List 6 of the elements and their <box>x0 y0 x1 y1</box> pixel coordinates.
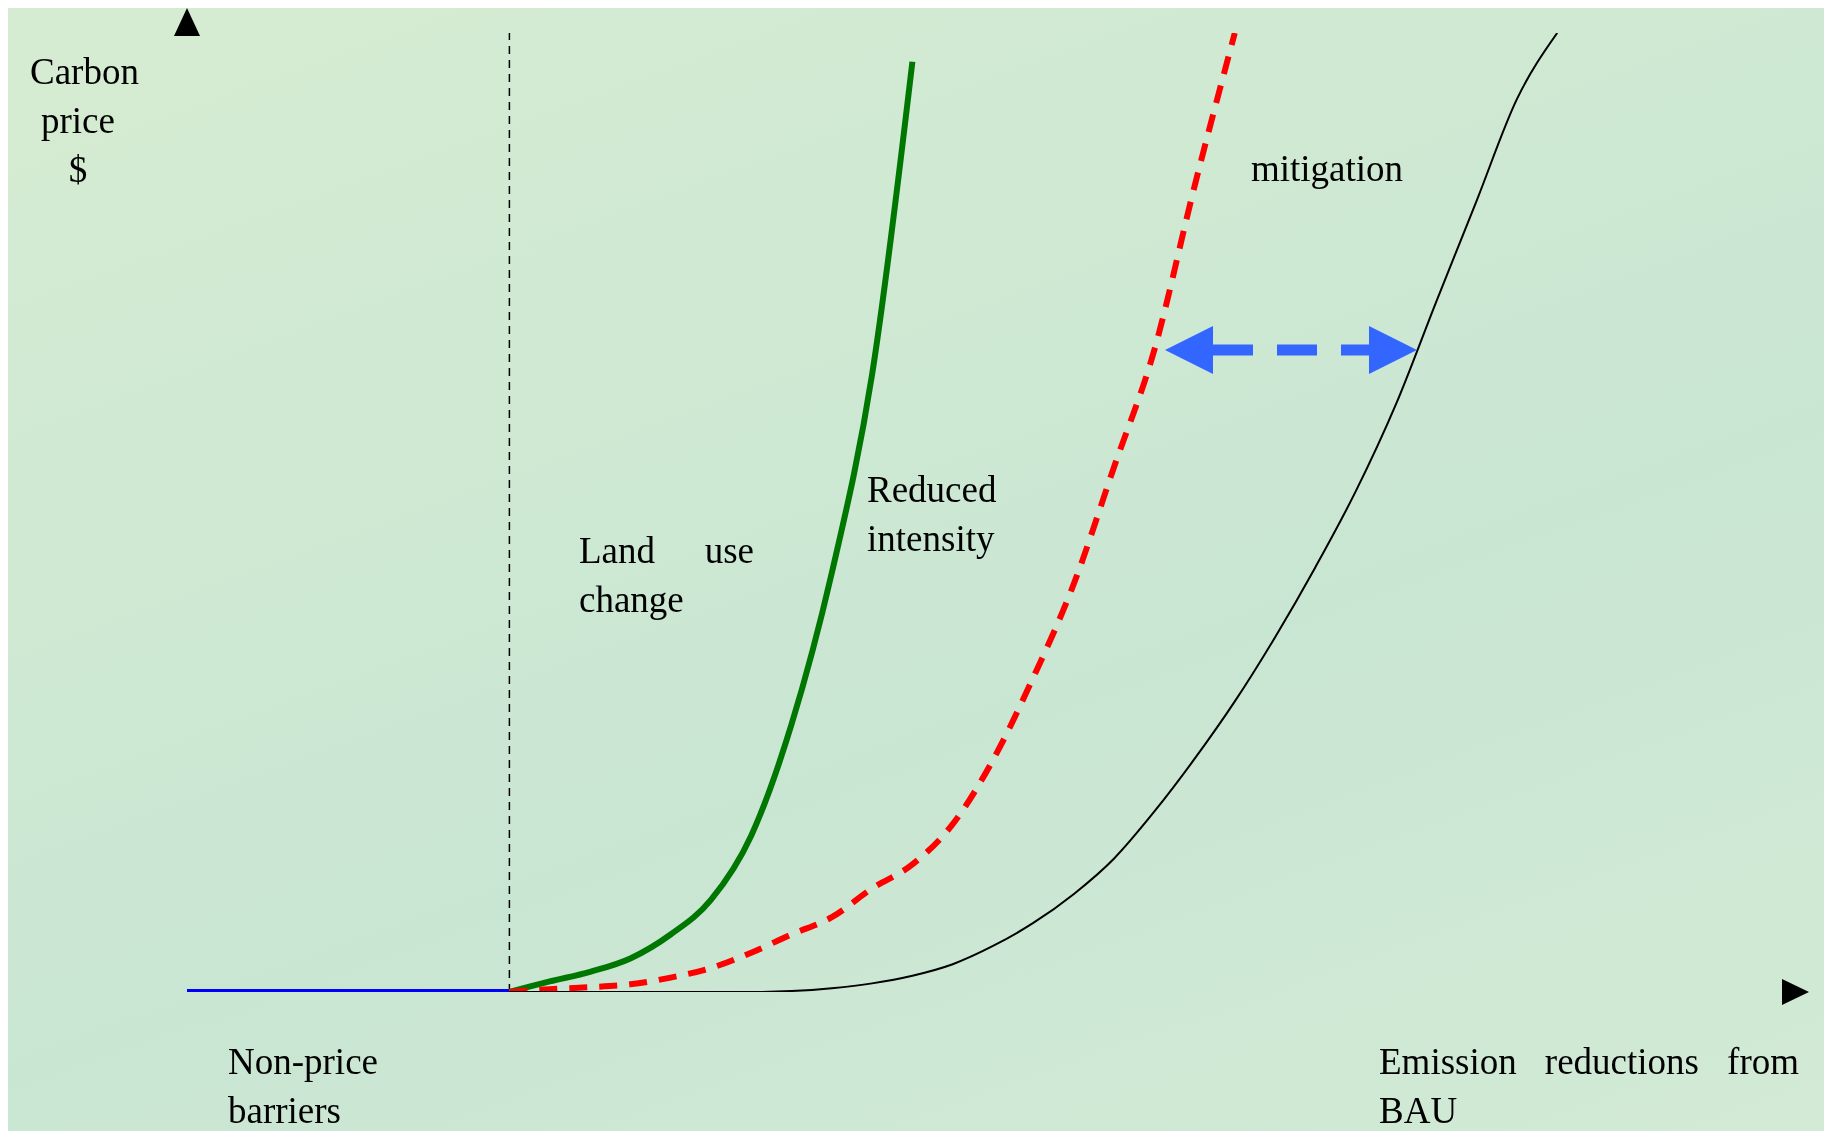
y-axis-title: Carbon price $ <box>30 50 139 192</box>
annotation: mitigation <box>1251 147 1405 191</box>
x-axis-title: Emission reductions from BAU <box>1379 1040 1799 1133</box>
annotation: Land use change <box>579 529 754 622</box>
annotation: Reduced intensity <box>867 468 998 561</box>
text: Non-price barriers <box>228 1040 379 1133</box>
